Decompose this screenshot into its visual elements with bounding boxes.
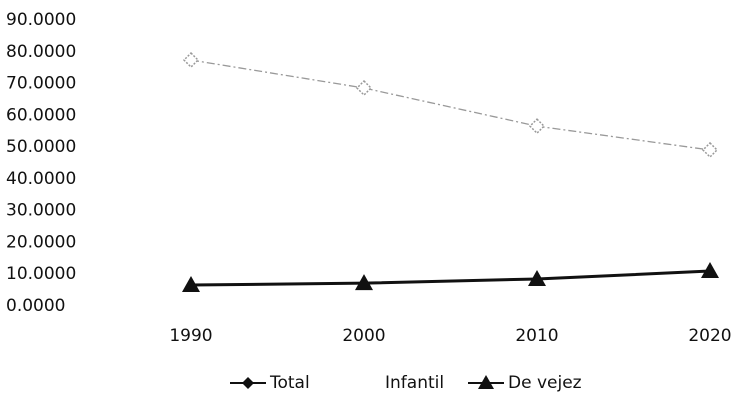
y-tick-label: 60.0000 [6,105,76,125]
legend-label: De vejez [508,373,582,393]
y-tick-label: 20.0000 [6,232,76,252]
y-tick-label: 80.0000 [6,42,76,62]
series-line [190,59,711,151]
x-tick-label: 2010 [515,326,558,346]
legend-item: De vejez [468,373,582,393]
point [701,141,719,159]
x-tick-label: 1990 [169,326,212,346]
point [355,79,373,97]
series-line [190,269,711,287]
y-tick-label: 70.0000 [6,74,76,94]
point [528,118,546,135]
y-tick-label: 50.0000 [6,137,76,157]
legend-marker [242,377,254,389]
legend-item: Total [230,373,310,393]
legend-label: Infantil [385,373,444,393]
point [355,274,373,291]
legend-label: Total [269,373,310,393]
y-tick-label: 10.0000 [6,264,76,284]
point [182,51,200,69]
legend-marker [478,375,494,389]
point [528,269,546,286]
legend-item: Infantil [385,373,444,393]
y-tick-label: 90.0000 [6,10,76,30]
y-tick-label: 30.0000 [6,201,76,221]
point [701,262,719,279]
point [182,276,200,293]
y-tick-label: 40.0000 [6,169,76,189]
x-tick-label: 2020 [688,326,731,346]
x-tick-label: 2000 [342,326,385,346]
y-tick-label: 0.0000 [6,296,65,316]
